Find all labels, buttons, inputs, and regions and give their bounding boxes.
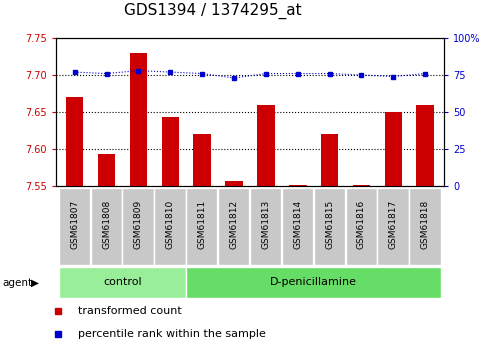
FancyBboxPatch shape [155, 188, 185, 265]
Text: GSM61817: GSM61817 [389, 200, 398, 249]
FancyBboxPatch shape [59, 188, 90, 265]
Text: GSM61809: GSM61809 [134, 200, 143, 249]
Text: GSM61816: GSM61816 [357, 200, 366, 249]
Text: GSM61810: GSM61810 [166, 200, 175, 249]
Text: GSM61808: GSM61808 [102, 200, 111, 249]
Bar [161, 117, 179, 186]
FancyBboxPatch shape [313, 188, 345, 265]
Text: GSM61814: GSM61814 [293, 200, 302, 249]
FancyBboxPatch shape [345, 188, 377, 265]
Text: GSM61812: GSM61812 [229, 200, 239, 249]
Text: D-penicillamine: D-penicillamine [270, 277, 357, 287]
Bar [59, 267, 186, 298]
Text: GSM61818: GSM61818 [421, 200, 430, 249]
Bar [416, 105, 434, 186]
FancyBboxPatch shape [186, 188, 217, 265]
Text: GSM61811: GSM61811 [198, 200, 207, 249]
FancyBboxPatch shape [218, 188, 249, 265]
Bar [289, 185, 307, 186]
FancyBboxPatch shape [91, 188, 122, 265]
Bar [384, 112, 402, 186]
Text: ▶: ▶ [31, 278, 40, 288]
Text: transformed count: transformed count [78, 306, 182, 316]
Text: GDS1394 / 1374295_at: GDS1394 / 1374295_at [124, 3, 301, 19]
Bar [193, 135, 211, 186]
Bar [66, 97, 84, 186]
Bar [98, 155, 115, 186]
Bar [257, 105, 275, 186]
Text: GSM61815: GSM61815 [325, 200, 334, 249]
Text: agent: agent [2, 278, 32, 288]
Bar [353, 185, 370, 186]
Text: GSM61807: GSM61807 [70, 200, 79, 249]
Text: GSM61813: GSM61813 [261, 200, 270, 249]
FancyBboxPatch shape [123, 188, 154, 265]
FancyBboxPatch shape [409, 188, 440, 265]
FancyBboxPatch shape [250, 188, 281, 265]
Text: percentile rank within the sample: percentile rank within the sample [78, 329, 266, 339]
FancyBboxPatch shape [282, 188, 313, 265]
Text: control: control [103, 277, 142, 287]
Bar [186, 267, 441, 298]
Bar [129, 53, 147, 186]
Bar [321, 135, 339, 186]
FancyBboxPatch shape [377, 188, 409, 265]
Bar [225, 181, 243, 186]
